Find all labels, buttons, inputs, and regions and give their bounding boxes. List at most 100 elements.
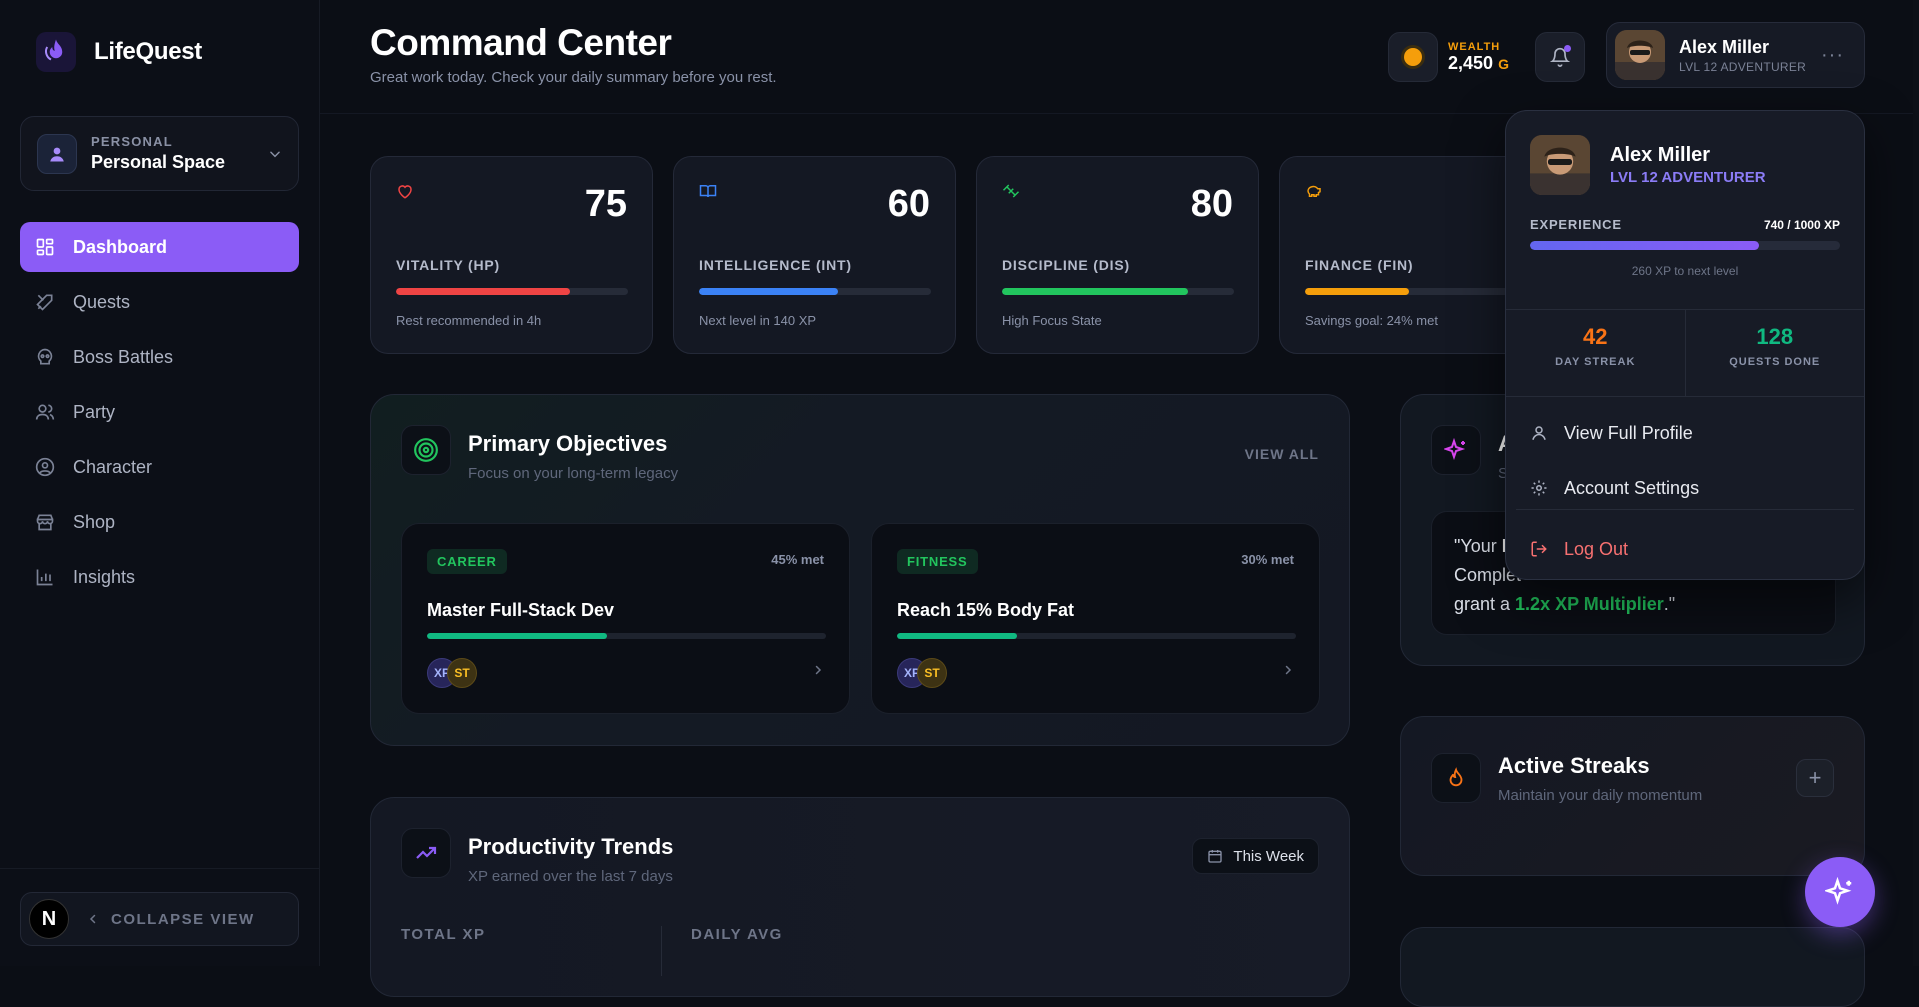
profile-dropdown: Alex Miller LVL 12 ADVENTURER EXPERIENCE… bbox=[1505, 110, 1865, 580]
sidebar: LifeQuest PERSONAL Personal Space Dashbo… bbox=[0, 0, 320, 966]
stat-card-discipline[interactable]: 80 DISCIPLINE (DIS) High Focus State bbox=[976, 156, 1259, 354]
panel-title: Productivity Trends bbox=[468, 834, 674, 859]
avatar bbox=[1530, 135, 1590, 195]
stat-divider bbox=[661, 926, 662, 976]
quests-value: 128 bbox=[1756, 324, 1794, 349]
store-icon bbox=[34, 511, 56, 533]
quote-text: "Your bbox=[1454, 536, 1502, 556]
productivity-trends-panel: Productivity Trends XP earned over the l… bbox=[370, 797, 1350, 997]
collapse-view-label: COLLAPSE VIEW bbox=[111, 910, 255, 928]
quote-text: Complet bbox=[1454, 565, 1522, 585]
stat-note: Rest recommended in 4h bbox=[396, 313, 542, 328]
primary-objectives-panel: Primary Objectives Focus on your long-te… bbox=[370, 394, 1350, 746]
wealth-display[interactable]: WEALTH 2,450 G bbox=[1388, 32, 1509, 82]
nav-label: Dashboard bbox=[73, 236, 168, 257]
goal-progress-bar bbox=[427, 633, 826, 639]
chevron-down-icon bbox=[268, 147, 282, 161]
experience-progress-bar bbox=[1530, 241, 1840, 250]
divider bbox=[1506, 396, 1864, 397]
panel-subtitle: XP earned over the last 7 days bbox=[468, 868, 673, 885]
stat-label: FINANCE (FIN) bbox=[1305, 257, 1414, 273]
account-settings-menu-item[interactable]: Account Settings bbox=[1530, 463, 1699, 513]
brand[interactable]: LifeQuest bbox=[36, 32, 202, 72]
menu-item-label: Account Settings bbox=[1564, 477, 1700, 498]
coin-icon bbox=[1388, 32, 1438, 82]
swords-icon bbox=[34, 291, 56, 313]
bar-chart-icon bbox=[34, 566, 56, 588]
nav-item-party[interactable]: Party bbox=[20, 387, 299, 437]
goal-met: 30% met bbox=[1241, 552, 1294, 567]
nav-item-character[interactable]: Character bbox=[20, 442, 299, 492]
wealth-unit: G bbox=[1498, 55, 1509, 72]
panel-title: Active Streaks bbox=[1498, 753, 1650, 778]
stat-card-vitality[interactable]: 75 VITALITY (HP) Rest recommended in 4h bbox=[370, 156, 653, 354]
framework-badge: N bbox=[29, 899, 69, 939]
user-menu-button[interactable]: Alex Miller LVL 12 ADVENTURER ··· bbox=[1606, 22, 1865, 88]
flame-logo-icon bbox=[36, 32, 76, 72]
user-name: Alex Miller bbox=[1679, 36, 1770, 57]
dropdown-user-level: LVL 12 ADVENTURER bbox=[1610, 169, 1766, 186]
collapse-view-button[interactable]: N COLLAPSE VIEW bbox=[20, 892, 299, 946]
user-silhouette-icon bbox=[37, 133, 77, 174]
stat-note: Savings goal: 24% met bbox=[1305, 313, 1438, 328]
nav-item-dashboard[interactable]: Dashboard bbox=[20, 222, 299, 272]
app-name: LifeQuest bbox=[94, 38, 202, 65]
logout-icon bbox=[1530, 540, 1548, 558]
view-all-link[interactable]: VIEW ALL bbox=[1244, 446, 1319, 462]
st-chip: ST bbox=[917, 658, 947, 688]
scrollbar[interactable] bbox=[1913, 0, 1919, 966]
stat-card-intelligence[interactable]: 60 INTELLIGENCE (INT) Next level in 140 … bbox=[673, 156, 956, 354]
stat-progress-bar bbox=[396, 288, 628, 295]
active-streaks-panel: Active Streaks Maintain your daily momen… bbox=[1400, 716, 1865, 876]
flame-icon bbox=[1431, 753, 1481, 803]
notifications-button[interactable] bbox=[1535, 32, 1585, 82]
workspace-switcher[interactable]: PERSONAL Personal Space bbox=[20, 116, 299, 191]
user-icon bbox=[1530, 424, 1548, 442]
menu-item-label: Log Out bbox=[1564, 538, 1629, 559]
dropdown-user-name: Alex Miller bbox=[1610, 144, 1711, 166]
notification-dot bbox=[1564, 45, 1571, 52]
dumbbell-icon bbox=[1002, 182, 1020, 200]
stat-progress-bar bbox=[1305, 288, 1537, 295]
next-panel bbox=[1400, 927, 1865, 1007]
stat-label: DISCIPLINE (DIS) bbox=[1002, 257, 1130, 273]
goal-tag: CAREER bbox=[427, 549, 507, 574]
goal-card-career[interactable]: CAREER 45% met Master Full-Stack Dev XP … bbox=[401, 523, 850, 714]
divider bbox=[1506, 309, 1864, 310]
user-circle-icon bbox=[34, 456, 56, 478]
nav-item-insights[interactable]: Insights bbox=[20, 552, 299, 602]
grid-icon bbox=[34, 236, 56, 258]
nav-item-quests[interactable]: Quests bbox=[20, 277, 299, 327]
sparkles-icon bbox=[1825, 877, 1855, 907]
panel-title: Primary Objectives bbox=[468, 431, 668, 456]
goal-card-fitness[interactable]: FITNESS 30% met Reach 15% Body Fat XP ST bbox=[871, 523, 1320, 714]
stat-progress-bar bbox=[1002, 288, 1234, 295]
total-xp-label: TOTAL XP bbox=[401, 926, 486, 943]
piggy-bank-icon bbox=[1305, 182, 1323, 200]
wealth-label: WEALTH bbox=[1448, 40, 1501, 53]
view-profile-menu-item[interactable]: View Full Profile bbox=[1530, 408, 1693, 458]
nav-label: Insights bbox=[73, 566, 136, 587]
sparkles-icon bbox=[1431, 425, 1481, 475]
workspace-name: Personal Space bbox=[91, 152, 226, 172]
stat-label: VITALITY (HP) bbox=[396, 257, 500, 273]
range-select[interactable]: This Week bbox=[1192, 838, 1319, 874]
ai-assistant-button[interactable] bbox=[1805, 857, 1875, 927]
nav-item-boss-battles[interactable]: Boss Battles bbox=[20, 332, 299, 382]
nav-item-shop[interactable]: Shop bbox=[20, 497, 299, 547]
bell-icon bbox=[1550, 47, 1570, 67]
logout-menu-item[interactable]: Log Out bbox=[1530, 524, 1628, 574]
chevron-right-icon bbox=[812, 664, 824, 676]
page-title: Command Center bbox=[370, 22, 672, 63]
add-streak-button[interactable]: + bbox=[1796, 759, 1834, 797]
trending-up-icon bbox=[401, 828, 451, 878]
streak-value: 42 bbox=[1583, 324, 1608, 349]
nav-label: Party bbox=[73, 401, 116, 422]
nav-label: Shop bbox=[73, 511, 116, 532]
book-icon bbox=[699, 182, 717, 200]
sidebar-footer: N COLLAPSE VIEW bbox=[0, 868, 320, 966]
goal-met: 45% met bbox=[771, 552, 824, 567]
stat-label: INTELLIGENCE (INT) bbox=[699, 257, 852, 273]
st-chip: ST bbox=[447, 658, 477, 688]
main-nav: Dashboard Quests Boss Battles Party Char… bbox=[20, 222, 299, 607]
